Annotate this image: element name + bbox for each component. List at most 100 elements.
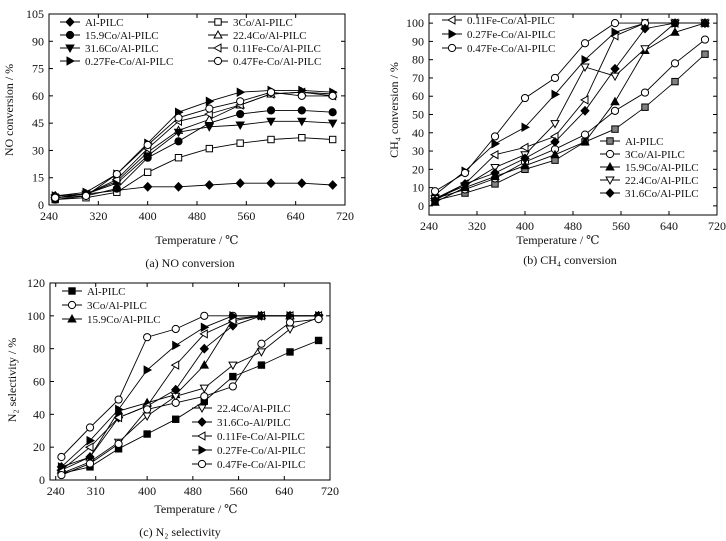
data-point — [611, 27, 621, 38]
legend-entry-15-9co-al-pilc: 15.9Co/Al-PILC — [62, 313, 161, 326]
data-point — [173, 181, 184, 192]
data-point — [580, 136, 590, 146]
legend-label: 0.27Fe-Co/Al-PILC — [467, 29, 555, 41]
data-point — [172, 340, 181, 351]
data-point — [490, 168, 500, 178]
legend-entry-0-11fe-co-al-pilc: 0.11Fe-Co/Al-PILC — [208, 43, 321, 55]
x-tick-label: 310 — [87, 484, 105, 498]
series-0-47fe-co-al-pilc — [57, 315, 323, 480]
y-axis: 0 20 40 60 80 100 120 — [27, 276, 330, 487]
data-point — [430, 187, 440, 196]
y-tick-label: 120 — [27, 276, 45, 290]
data-point — [112, 169, 121, 179]
data-point — [580, 39, 590, 48]
data-point — [297, 178, 307, 189]
legend-marker — [197, 459, 207, 469]
y-axis: 0 15 30 45 60 75 90 105 — [26, 7, 345, 212]
legend-marker — [68, 287, 76, 295]
y-tick-label: 100 — [27, 309, 45, 323]
series-line — [434, 22, 705, 201]
legend-entry-3co-al-pilc: 3Co/Al-PILC — [208, 17, 293, 29]
data-point — [701, 50, 709, 58]
data-point — [172, 415, 180, 423]
data-point — [550, 120, 560, 129]
x-tick-label: 240 — [40, 209, 58, 223]
data-point — [491, 138, 501, 149]
x-tick-label: 480 — [564, 219, 582, 233]
data-point — [85, 423, 95, 432]
data-point — [228, 382, 237, 391]
data-point — [205, 96, 215, 107]
series-line — [434, 39, 706, 200]
legend-label: 15.9Co/Al-PILC — [85, 30, 159, 42]
series-line — [434, 22, 705, 200]
legend: Al-PILC15.9Co/Al-PILC31.6Co/Al-PILC0.27F… — [60, 17, 321, 68]
data-point — [671, 77, 679, 86]
data-point — [610, 19, 620, 28]
x-tick-label: 240 — [420, 219, 438, 233]
legend-label: 0.11Fe-Co/Al-PILC — [217, 431, 305, 443]
series-line — [61, 315, 319, 468]
data-point — [550, 136, 560, 147]
data-point — [286, 311, 296, 321]
data-point — [521, 122, 531, 133]
data-point — [236, 97, 245, 106]
y-tick-label: 10 — [412, 181, 424, 195]
data-point — [640, 23, 650, 34]
legend-entry-0-11fe-co-al-pilc: 0.11Fe-Co/Al-PILC — [192, 431, 305, 443]
data-point — [51, 193, 60, 202]
x-tick-label: 400 — [138, 484, 156, 498]
y-tick-label: 50 — [412, 108, 424, 122]
legend-label: 0.47Fe-Co/Al-PILC — [467, 43, 555, 55]
data-point — [298, 133, 306, 142]
series-line — [55, 89, 333, 197]
series-layer — [56, 310, 324, 480]
legend-label: 15.9Co/Al-PILC — [625, 162, 699, 174]
y-tick-label: 0 — [39, 473, 45, 487]
data-point — [57, 462, 67, 472]
y-axis-label: N₂ selectivity / % — [5, 338, 19, 423]
data-point — [57, 470, 66, 480]
x-axis-label: Temperature / ℃ — [155, 233, 238, 247]
data-point — [142, 152, 153, 161]
data-point — [286, 348, 294, 356]
legend-marker — [66, 56, 76, 66]
data-point — [641, 103, 649, 111]
data-point — [610, 96, 620, 106]
data-point — [143, 365, 153, 375]
data-point — [328, 91, 337, 100]
legend: Al-PILC 3Co/Al-PILC 15.9Co/Al-PILC 22.4Co/A… — [62, 286, 305, 471]
data-point — [297, 106, 306, 115]
data-point — [199, 360, 210, 369]
data-point — [328, 108, 337, 117]
legend-label: 0.27Fe-Co/Al-PILC — [85, 56, 173, 68]
panel-caption: (c) N₂ selectivity — [139, 525, 221, 539]
data-point — [640, 45, 650, 54]
legend-entry-15-9co-al-pilc: 15.9Co/Al-PILC — [60, 30, 159, 42]
data-point — [328, 180, 338, 190]
y-tick-label: 70 — [412, 71, 424, 85]
y-tick-label: 90 — [412, 34, 424, 48]
data-point — [229, 372, 237, 381]
legend-marker — [447, 43, 457, 53]
x-tick-label: 480 — [188, 209, 206, 223]
data-point — [84, 442, 94, 452]
data-point — [199, 384, 210, 394]
legend-marker — [446, 15, 456, 25]
data-point — [204, 180, 214, 190]
data-point — [257, 339, 266, 348]
y-tick-label: 105 — [26, 7, 44, 21]
data-point — [430, 195, 440, 206]
legend-entry-15-9co-al-pilc: 15.9Co/Al-PILC — [600, 161, 699, 174]
data-point — [460, 168, 470, 178]
x-tick-label: 560 — [612, 219, 630, 233]
data-point — [200, 322, 210, 333]
legend-label: 22.4Co/Al-PILC — [625, 175, 699, 187]
legend-entry-al-pilc: Al-PILC — [600, 136, 664, 148]
series-line — [55, 91, 333, 199]
data-point — [171, 324, 180, 334]
series-line — [61, 318, 319, 476]
x-tick-label: 480 — [184, 484, 202, 498]
y-axis: 0 10 20 30 40 50 60 70 80 90 100 — [406, 16, 717, 213]
x-axis-label: Temperature / ℃ — [516, 233, 599, 247]
